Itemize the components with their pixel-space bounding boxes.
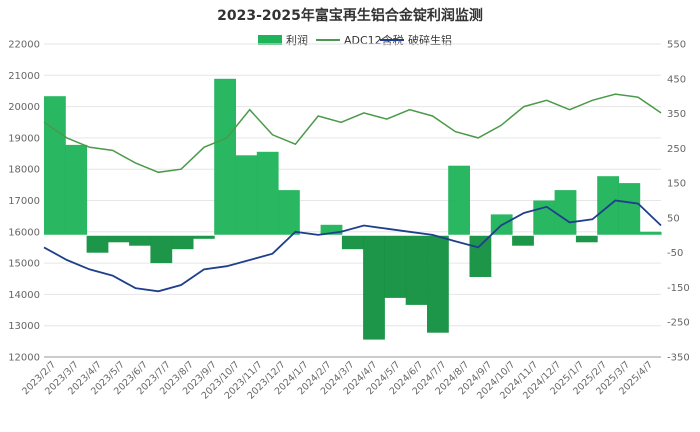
y-left-tick-label: 14000 (8, 290, 40, 301)
profit-bar (256, 151, 279, 236)
profit-bar (214, 78, 236, 236)
y-left-tick-label: 17000 (8, 196, 40, 207)
y-right-tick-label: -250 (667, 318, 690, 329)
y-left-tick-label: 16000 (8, 227, 40, 238)
profit-bar (618, 183, 641, 236)
legend-profit-swatch (258, 35, 282, 45)
profit-bar (320, 224, 343, 236)
y-right-tick-label: 550 (667, 40, 686, 51)
y-axis-left: 12000 13000 14000 15000 16000 17000 18000 19000… (8, 40, 40, 364)
profit-bar (107, 235, 130, 243)
y-axis-right: -350 -250 -150 -50 50 150 250 350 450 550 (667, 40, 690, 364)
legend-profit-label: 利润 (286, 33, 308, 47)
y-left-tick-label: 15000 (8, 259, 40, 270)
y-right-tick-label: 50 (667, 213, 680, 224)
y-right-tick-label: -50 (667, 248, 683, 259)
y-left-tick-label: 21000 (8, 71, 40, 82)
y-right-tick-label: -350 (667, 353, 690, 364)
profit-bar (44, 96, 66, 236)
y-left-tick-label: 13000 (8, 321, 40, 332)
x-axis: 2023/2/72023/3/72023/4/72023/5/72023/6/7… (20, 356, 661, 402)
y-left-tick-label: 22000 (8, 40, 40, 51)
legend: 利润 ADC12含税 破碎生铝 (258, 33, 452, 47)
profit-bar (575, 235, 598, 243)
y-left-tick-label: 20000 (8, 102, 40, 113)
profit-bar (341, 235, 364, 250)
profit-bar (448, 165, 470, 236)
profit-bar (469, 235, 492, 277)
y-left-tick-label: 12000 (8, 353, 40, 364)
profit-bar (554, 190, 577, 236)
adc12-series-line (43, 93, 662, 174)
profit-bar (533, 200, 556, 236)
profit-bar (171, 235, 194, 250)
profit-bar (512, 235, 534, 246)
profit-bar (427, 235, 449, 333)
y-left-tick-label: 19000 (8, 133, 40, 144)
profit-bar (150, 235, 173, 264)
profit-bar (235, 155, 258, 236)
y-left-tick-label: 18000 (8, 165, 40, 176)
profit-bar (639, 231, 662, 236)
profit-bar (65, 144, 88, 236)
profit-series (44, 78, 662, 340)
profit-bar (278, 190, 300, 236)
profit-bar (129, 235, 151, 246)
profit-bar (192, 235, 215, 239)
profit-bar (363, 235, 385, 340)
profit-bar (384, 235, 407, 298)
scrap-series-line (43, 199, 662, 293)
y-right-tick-label: 150 (667, 179, 686, 190)
y-right-tick-label: 350 (667, 109, 686, 120)
y-right-tick-label: 250 (667, 144, 686, 155)
profit-bar (405, 235, 428, 305)
y-right-tick-label: 450 (667, 74, 686, 85)
chart-title: 2023-2025年富宝再生铝合金锭利润监测 (217, 7, 483, 24)
legend-scrap-label: 破碎生铝 (408, 33, 452, 47)
profit-bar (86, 235, 109, 253)
y-right-tick-label: -150 (667, 283, 690, 294)
